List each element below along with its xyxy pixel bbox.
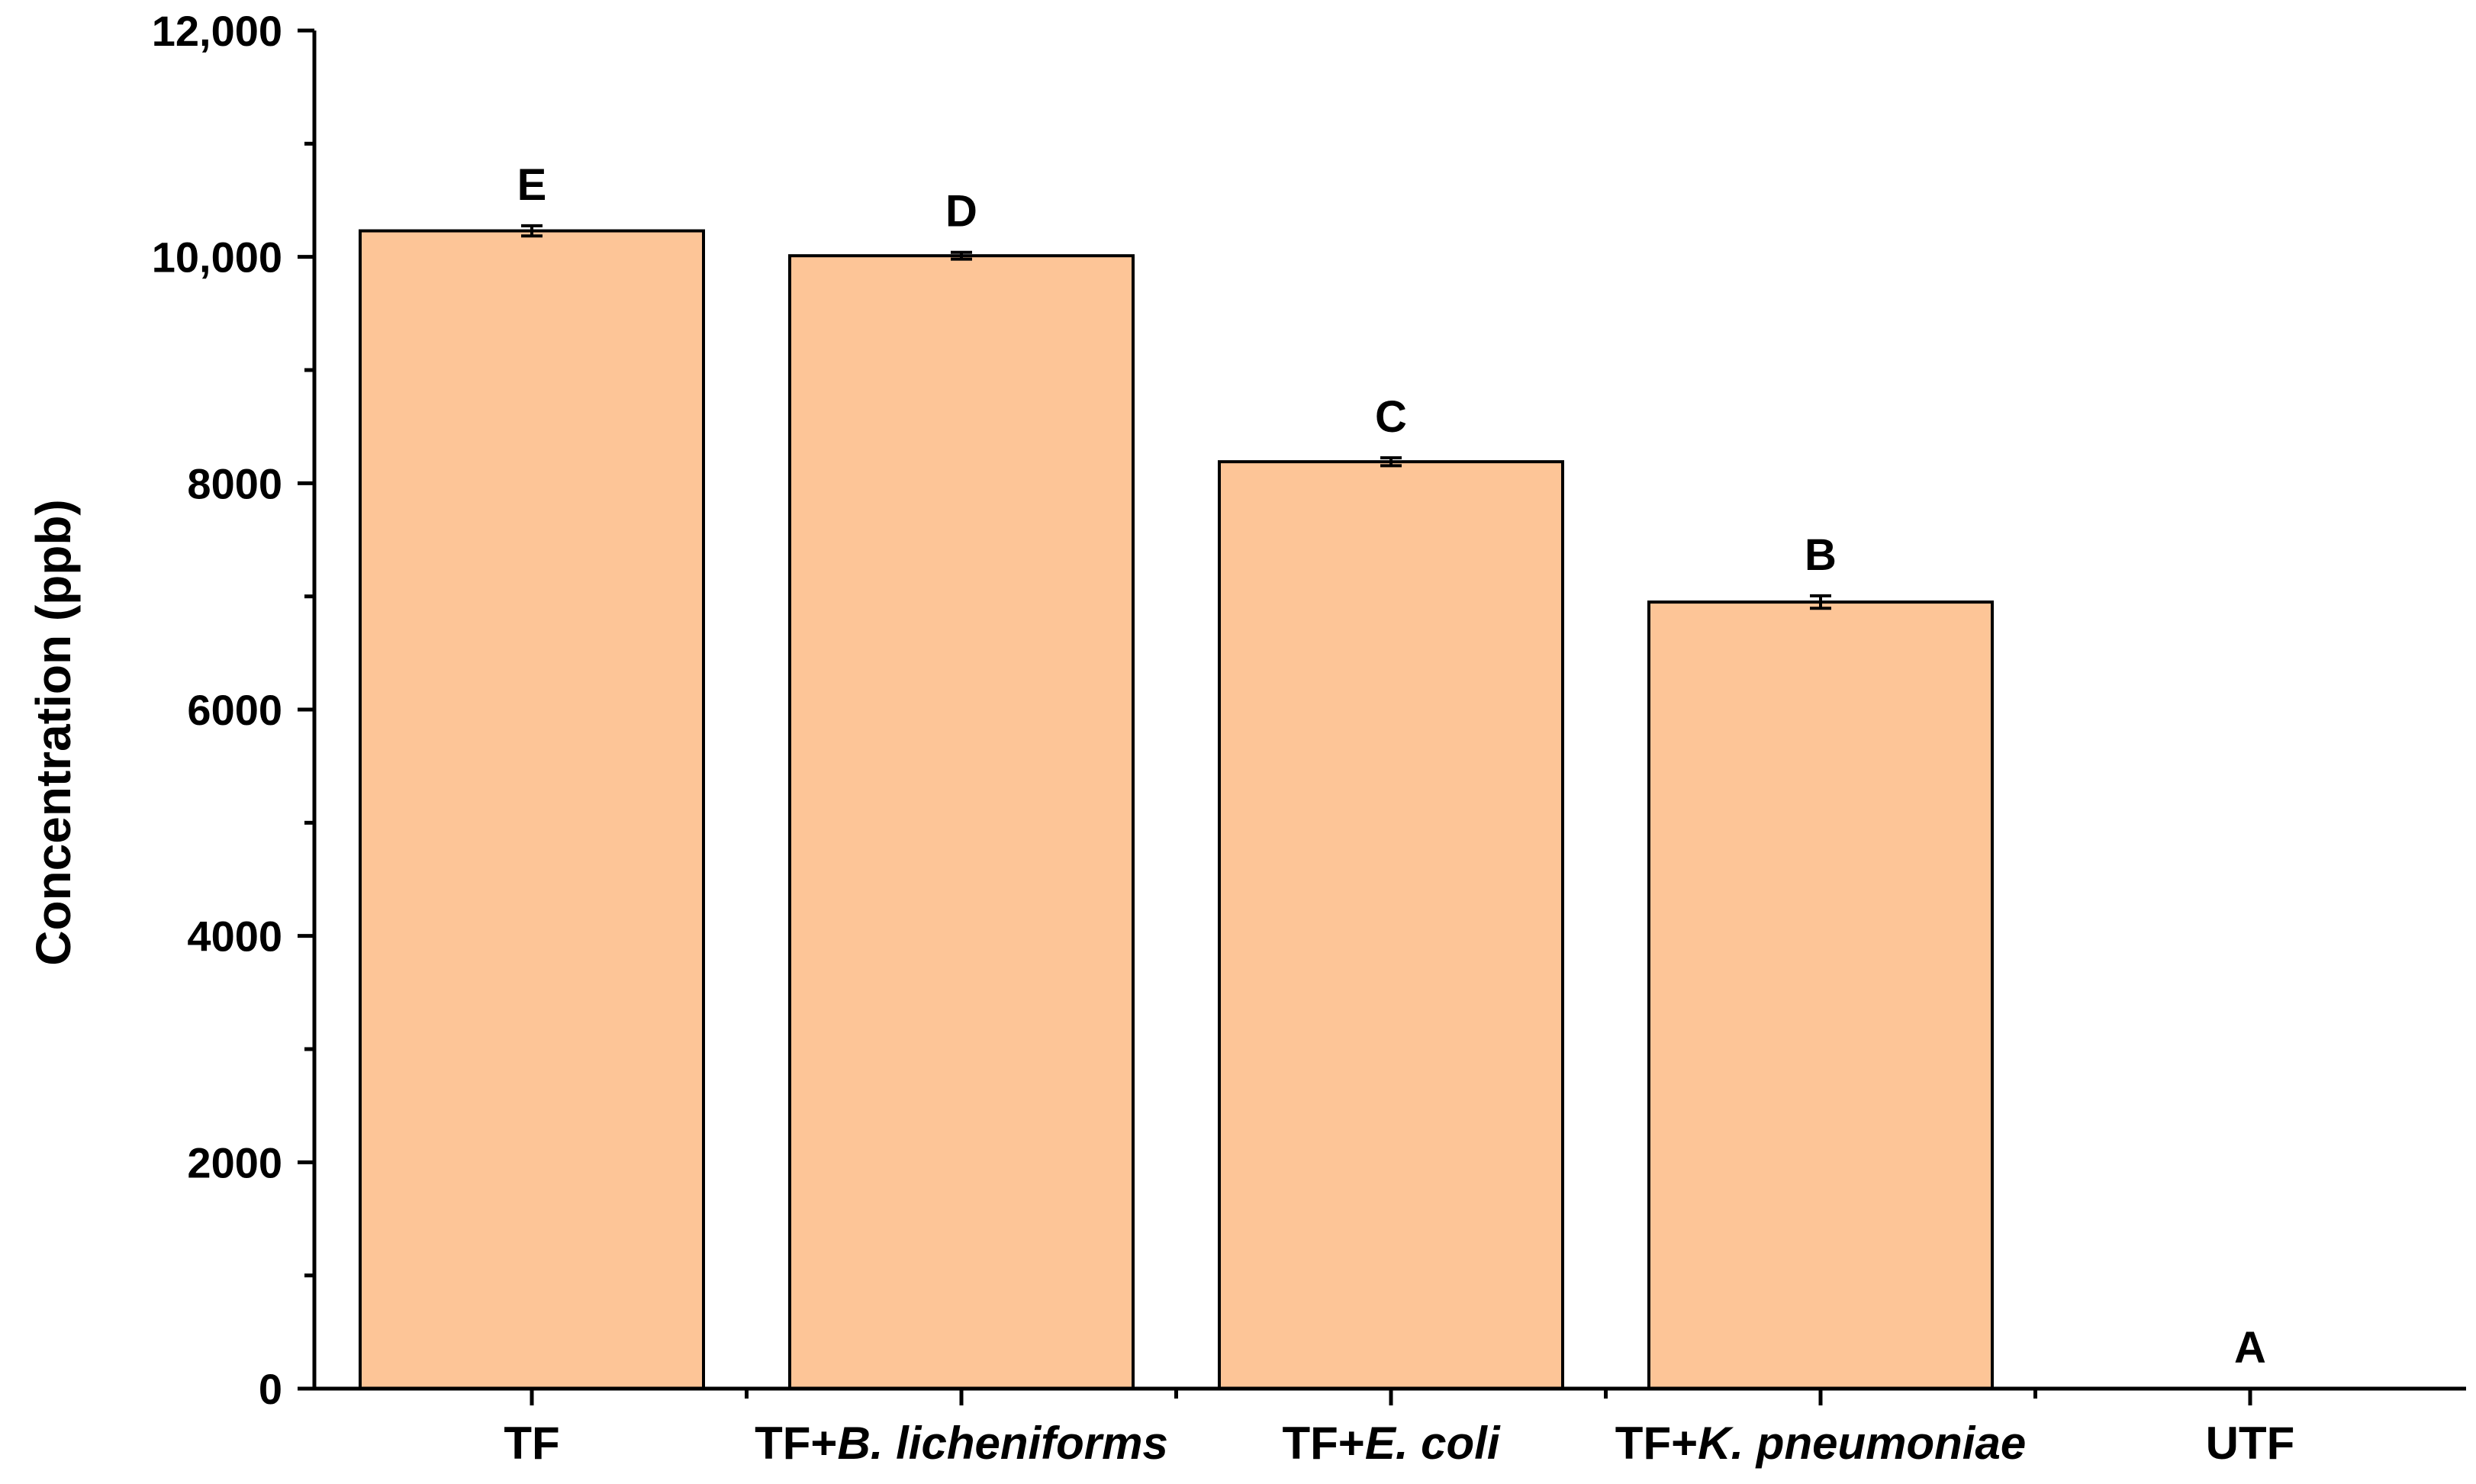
y-tick-label: 6000: [187, 686, 282, 734]
bar-0: [359, 229, 705, 1390]
bar-3: [1647, 600, 1994, 1390]
x-category-label-2: TF+E. coli: [1282, 1418, 1500, 1469]
significance-letters: E D C B A: [517, 160, 2266, 1373]
y-tick-label: 2000: [187, 1138, 282, 1186]
y-tick-label: 8000: [187, 459, 282, 507]
y-tick-label: 10,000: [152, 233, 282, 282]
x-axis-categories: TF TF+B. licheniforms TF+E. coli TF+K. pneu…: [504, 1389, 2294, 1469]
bar-1: [788, 254, 1135, 1390]
significance-letter-2: C: [1375, 392, 1407, 442]
significance-letter-0: E: [517, 160, 547, 210]
category-prefix: TF: [504, 1418, 559, 1469]
y-tick-label: 0: [259, 1365, 282, 1413]
category-species: B. licheniforms: [837, 1418, 1167, 1469]
category-species: K. pneumoniae: [1698, 1418, 2026, 1469]
x-category-label-1: TF+B. licheniforms: [755, 1418, 1168, 1469]
bar-2: [1218, 460, 1564, 1390]
x-category-label-3: TF+K. pneumoniae: [1615, 1418, 2026, 1469]
significance-letter-1: D: [945, 187, 977, 237]
y-tick-label: 4000: [187, 913, 282, 961]
bars: [359, 229, 1994, 1390]
category-prefix: UTF: [2206, 1418, 2295, 1469]
y-axis-label: Concentration (ppb): [26, 499, 81, 965]
x-category-label-4: UTF: [2206, 1418, 2295, 1469]
category-prefix: TF+: [1615, 1418, 1698, 1469]
significance-letter-3: B: [1805, 530, 1837, 580]
error-bars: [521, 224, 1831, 610]
category-prefix: TF+: [1282, 1418, 1364, 1469]
category-species: E. coli: [1365, 1418, 1501, 1469]
significance-letter-4: A: [2234, 1323, 2266, 1373]
x-category-label-0: TF: [504, 1418, 559, 1469]
category-prefix: TF+: [755, 1418, 837, 1469]
y-axis-ticks: 0 2000 4000 6000 8000 10,000 12,000: [152, 7, 314, 1413]
y-tick-label: 12,000: [152, 7, 282, 55]
